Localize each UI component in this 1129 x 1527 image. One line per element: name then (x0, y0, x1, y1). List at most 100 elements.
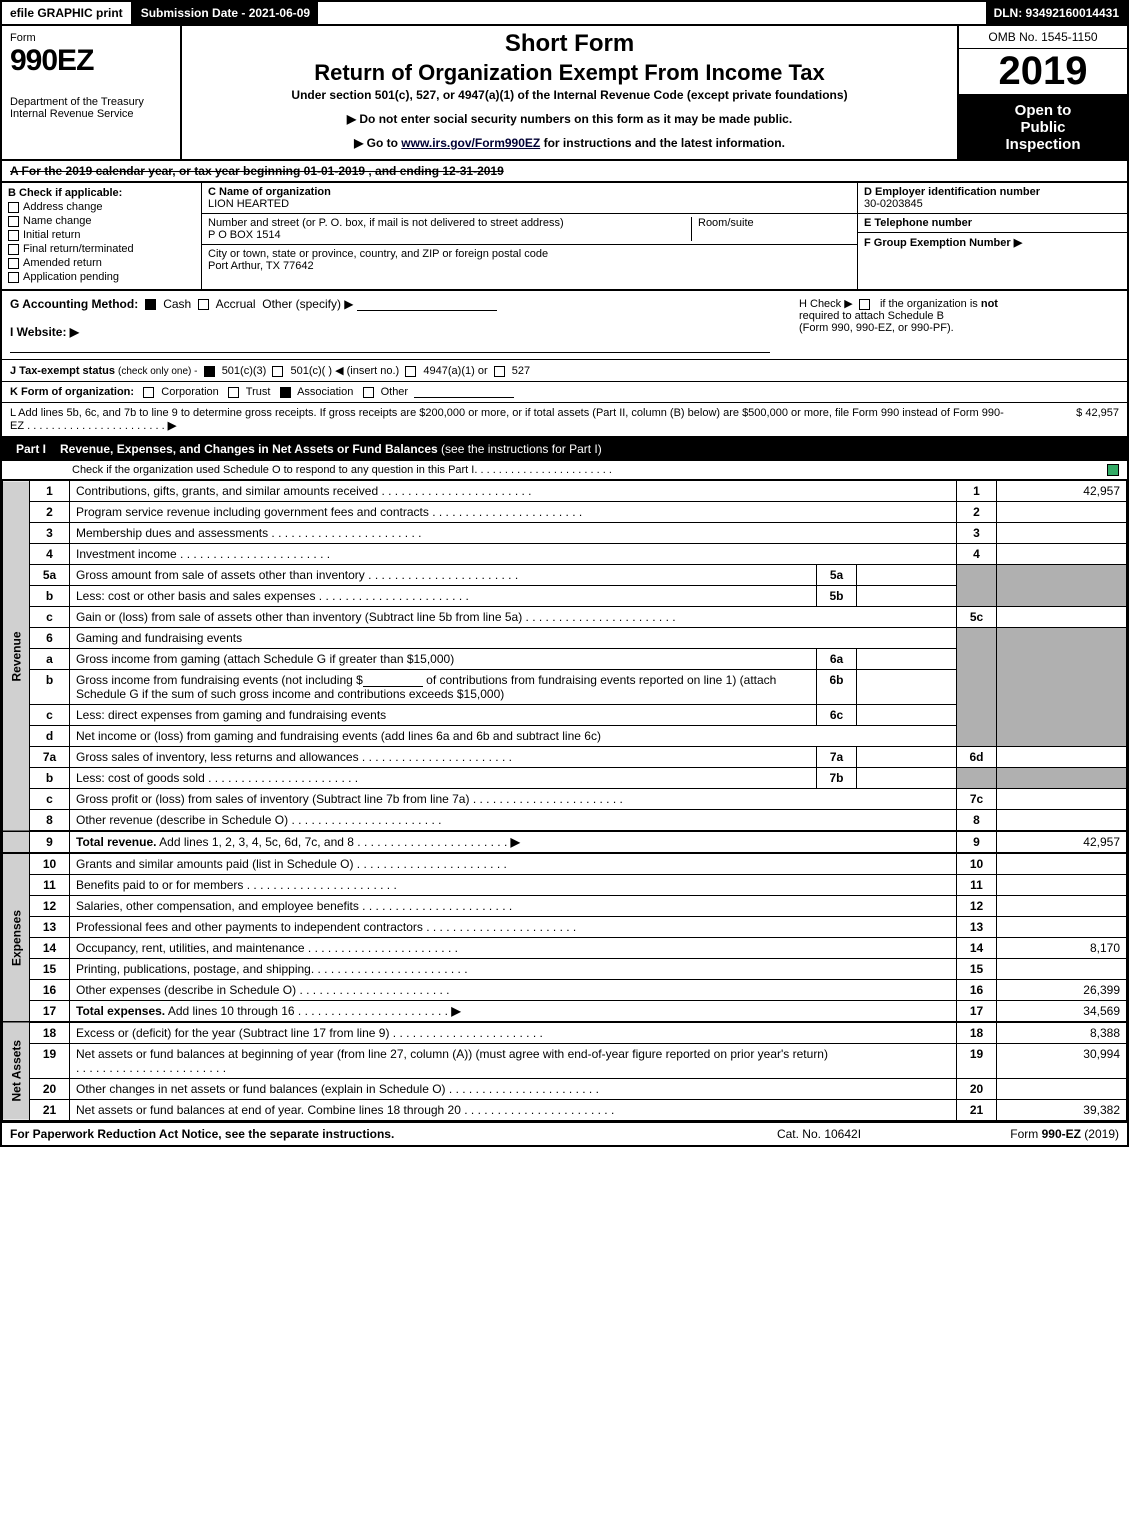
checkbox-icon[interactable] (494, 366, 505, 377)
footer-paperwork: For Paperwork Reduction Act Notice, see … (10, 1127, 719, 1141)
chk-application-pending[interactable]: Application pending (8, 271, 195, 283)
line-num: 10 (30, 853, 70, 875)
line-desc: Occupancy, rent, utilities, and maintena… (70, 938, 957, 959)
table-row: 13 Professional fees and other payments … (3, 917, 1127, 938)
page-footer: For Paperwork Reduction Act Notice, see … (2, 1121, 1127, 1145)
line-desc: Less: cost or other basis and sales expe… (70, 586, 817, 607)
line-desc: Salaries, other compensation, and employ… (70, 896, 957, 917)
part-1-title: Revenue, Expenses, and Changes in Net As… (60, 442, 1119, 456)
line-desc: Gaming and fundraising events (70, 628, 957, 649)
form-header: Form 990EZ Department of the Treasury In… (2, 26, 1127, 161)
checkbox-icon[interactable] (272, 366, 283, 377)
line-num: a (30, 649, 70, 670)
header-mid: Short Form Return of Organization Exempt… (182, 26, 957, 159)
table-row: Revenue 1 Contributions, gifts, grants, … (3, 481, 1127, 502)
arrow-icon: ▶ (168, 420, 176, 432)
dept-treasury: Department of the Treasury (10, 96, 172, 108)
goto-line: ▶ Go to www.irs.gov/Form990EZ for instru… (192, 136, 947, 150)
col7-val (997, 607, 1127, 628)
form-number: 990EZ (10, 44, 172, 78)
col col7-num: 1 (957, 481, 997, 502)
col7-val: 8,170 (997, 938, 1127, 959)
checkbox-checked-icon[interactable] (280, 387, 291, 398)
checkbox-icon[interactable] (8, 258, 19, 269)
l-row: L Add lines 5b, 6c, and 7b to line 9 to … (2, 403, 1127, 437)
j-501c3: 501(c)(3) (222, 365, 267, 377)
col7-val (997, 544, 1127, 565)
col7-val: 30,994 (997, 1044, 1127, 1079)
tax-year-row: A For the 2019 calendar year, or tax yea… (2, 161, 1127, 183)
line-desc: Grants and similar amounts paid (list in… (70, 853, 957, 875)
checkbox-icon[interactable] (228, 387, 239, 398)
col7-num: 15 (957, 959, 997, 980)
room-suite: Room/suite (691, 217, 851, 241)
checkbox-icon[interactable] (859, 299, 870, 310)
checkbox-icon[interactable] (363, 387, 374, 398)
col7-num: 5c (957, 607, 997, 628)
chk-final-return[interactable]: Final return/terminated (8, 243, 195, 255)
line-num: 19 (30, 1044, 70, 1079)
col7-num: 3 (957, 523, 997, 544)
header-right: OMB No. 1545-1150 2019 Open to Public In… (957, 26, 1127, 159)
g-other: Other (specify) ▶ (262, 297, 353, 311)
k-trust: Trust (246, 386, 271, 398)
dots (27, 420, 165, 432)
col7-val: 42,957 (997, 481, 1127, 502)
chk-name-change[interactable]: Name change (8, 215, 195, 227)
chk-amended-return[interactable]: Amended return (8, 257, 195, 269)
checkbox-icon[interactable] (8, 272, 19, 283)
col7-val (997, 875, 1127, 896)
irs-link[interactable]: www.irs.gov/Form990EZ (401, 136, 540, 150)
expenses-side-label: Expenses (3, 853, 30, 1022)
sub-val (857, 705, 957, 726)
line-desc: Other changes in net assets or fund bala… (70, 1079, 957, 1100)
line-desc: Professional fees and other payments to … (70, 917, 957, 938)
top-bar: efile GRAPHIC print Submission Date - 20… (2, 2, 1127, 26)
col7-num: 9 (957, 831, 997, 853)
dln-label: DLN: 93492160014431 (986, 2, 1127, 24)
col7-val: 39,382 (997, 1100, 1127, 1121)
chk-address-change[interactable]: Address change (8, 201, 195, 213)
website-blank[interactable] (10, 352, 770, 353)
checkbox-checked-icon[interactable] (204, 366, 215, 377)
box-b-label: B Check if applicable: (8, 187, 195, 199)
ein-value: 30-0203845 (864, 198, 1121, 210)
checkbox-icon[interactable] (405, 366, 416, 377)
shade-cell (957, 768, 997, 789)
efile-label[interactable]: efile GRAPHIC print (2, 2, 133, 24)
line-num: 18 (30, 1022, 70, 1044)
table-row: 19 Net assets or fund balances at beginn… (3, 1044, 1127, 1079)
table-row: c Gain or (loss) from sale of assets oth… (3, 607, 1127, 628)
box-f: F Group Exemption Number ▶ (858, 233, 1127, 289)
k-other-blank[interactable] (414, 397, 514, 398)
footer-formref: Form 990-EZ (2019) (919, 1127, 1119, 1141)
i-label: I Website: ▶ (10, 325, 79, 339)
checkbox-icon[interactable] (8, 216, 19, 227)
netassets-side-label: Net Assets (3, 1022, 30, 1121)
sub-val (857, 670, 957, 705)
line-num: 4 (30, 544, 70, 565)
checkbox-icon[interactable] (143, 387, 154, 398)
part-1-header: Part I Revenue, Expenses, and Changes in… (2, 437, 1127, 461)
j-527: 527 (512, 365, 530, 377)
chk-label: Address change (23, 201, 103, 213)
k-label: K Form of organization: (10, 386, 134, 398)
line-desc: Less: direct expenses from gaming and fu… (70, 705, 817, 726)
table-row: 12 Salaries, other compensation, and emp… (3, 896, 1127, 917)
col7-val: 8,388 (997, 1022, 1127, 1044)
col7-num: 4 (957, 544, 997, 565)
form-page: efile GRAPHIC print Submission Date - 20… (0, 0, 1129, 1147)
ssn-warning: ▶ Do not enter social security numbers o… (192, 112, 947, 126)
sub-val (857, 565, 957, 586)
check-icon[interactable] (1107, 464, 1119, 476)
g-other-blank[interactable] (357, 310, 497, 311)
g-cash: Cash (163, 297, 191, 311)
checkbox-icon[interactable] (8, 244, 19, 255)
checkbox-icon[interactable] (198, 299, 209, 310)
shade-cell (997, 565, 1127, 607)
chk-initial-return[interactable]: Initial return (8, 229, 195, 241)
checkbox-icon[interactable] (8, 230, 19, 241)
table-row: 3 Membership dues and assessments 3 (3, 523, 1127, 544)
checkbox-checked-icon[interactable] (145, 299, 156, 310)
checkbox-icon[interactable] (8, 202, 19, 213)
